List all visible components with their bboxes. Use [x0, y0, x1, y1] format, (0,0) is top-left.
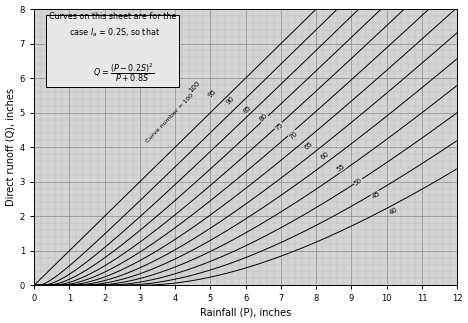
Text: 70: 70: [288, 130, 299, 140]
Y-axis label: Direct runoff (Q), inches: Direct runoff (Q), inches: [6, 88, 15, 206]
Text: Curves on this sheet are for the
  case $I_a$ = 0.2S, so that

         $Q = \df: Curves on this sheet are for the case $I…: [49, 12, 176, 84]
Text: 100: 100: [188, 80, 201, 94]
X-axis label: Rainfall (P), inches: Rainfall (P), inches: [200, 307, 291, 318]
Text: 65: 65: [304, 140, 314, 151]
Text: 75: 75: [274, 121, 285, 132]
Text: 85: 85: [242, 104, 253, 114]
Text: 90: 90: [225, 95, 235, 106]
Text: 55: 55: [336, 163, 346, 173]
Text: 50: 50: [353, 177, 364, 187]
Text: 60: 60: [320, 151, 330, 161]
Text: Curve number = 100: Curve number = 100: [145, 92, 195, 143]
Text: 40: 40: [388, 206, 399, 216]
Text: 45: 45: [371, 191, 381, 200]
Text: 80: 80: [258, 112, 269, 123]
Text: 95: 95: [207, 89, 218, 99]
